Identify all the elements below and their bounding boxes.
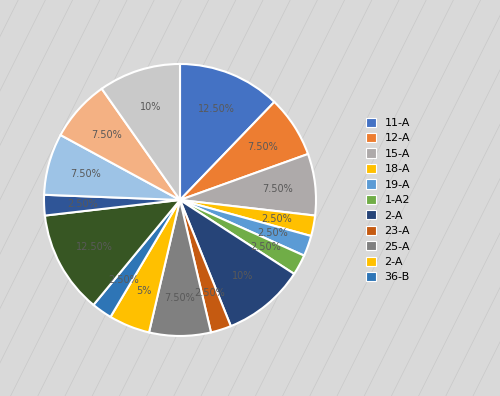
Text: 7.50%: 7.50% bbox=[164, 293, 196, 303]
Text: 2.50%: 2.50% bbox=[250, 242, 282, 252]
Text: 10%: 10% bbox=[232, 270, 253, 280]
Text: 7.50%: 7.50% bbox=[247, 142, 278, 152]
Text: 2.50%: 2.50% bbox=[194, 288, 225, 298]
Text: 12.50%: 12.50% bbox=[76, 242, 112, 252]
Wedge shape bbox=[110, 200, 180, 332]
Wedge shape bbox=[44, 135, 180, 200]
Text: 10%: 10% bbox=[140, 102, 161, 112]
Wedge shape bbox=[180, 64, 274, 200]
Wedge shape bbox=[94, 200, 180, 317]
Text: 2.50%: 2.50% bbox=[108, 275, 139, 285]
Text: 2.50%: 2.50% bbox=[261, 213, 292, 224]
Wedge shape bbox=[180, 154, 316, 215]
Wedge shape bbox=[180, 102, 308, 200]
Wedge shape bbox=[149, 200, 211, 336]
Wedge shape bbox=[44, 195, 180, 215]
Wedge shape bbox=[180, 200, 231, 332]
Wedge shape bbox=[180, 200, 311, 255]
Wedge shape bbox=[180, 200, 304, 274]
Text: 7.50%: 7.50% bbox=[262, 184, 292, 194]
Text: 7.50%: 7.50% bbox=[92, 130, 122, 140]
Text: 2.50%: 2.50% bbox=[257, 228, 288, 238]
Wedge shape bbox=[180, 200, 294, 326]
Text: 2.50%: 2.50% bbox=[67, 199, 98, 209]
Legend: 11-A, 12-A, 15-A, 18-A, 19-A, 1-A2, 2-A, 23-A, 25-A, 2-A, 36-B: 11-A, 12-A, 15-A, 18-A, 19-A, 1-A2, 2-A,… bbox=[362, 114, 414, 286]
Wedge shape bbox=[60, 89, 180, 200]
Text: 12.50%: 12.50% bbox=[198, 104, 235, 114]
Wedge shape bbox=[180, 200, 315, 236]
Wedge shape bbox=[102, 64, 180, 200]
Text: 5%: 5% bbox=[136, 286, 151, 296]
Wedge shape bbox=[45, 200, 180, 305]
Text: 7.50%: 7.50% bbox=[70, 169, 101, 179]
